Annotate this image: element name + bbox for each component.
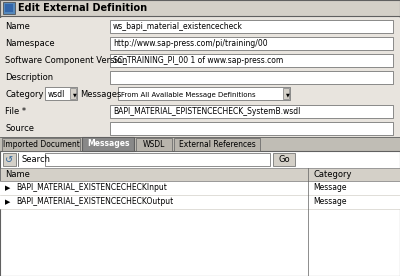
Text: Messages: Messages [87, 139, 129, 148]
Bar [0, 103, 400, 120]
Text: Software Component Version: Software Component Version [5, 56, 127, 65]
Text: ↺: ↺ [6, 155, 14, 164]
Bar [0, 52, 400, 69]
Bar [0, 0, 400, 16]
Text: BAPI_MATERIAL_EPISTENCECHECK_SystemB.wsdl: BAPI_MATERIAL_EPISTENCECHECK_SystemB.wsd… [113, 107, 300, 116]
Text: SC_TRAINING_PI_00 1 of www.sap-press.com: SC_TRAINING_PI_00 1 of www.sap-press.com [113, 56, 283, 65]
Bar [0, 35, 400, 52]
Bar [45, 87, 77, 100]
Bar [273, 153, 295, 166]
Text: ▼: ▼ [73, 92, 77, 97]
Text: From All Available Message Definitions: From All Available Message Definitions [121, 92, 256, 97]
Bar [0, 168, 400, 181]
Bar [45, 153, 270, 166]
Bar [110, 105, 393, 118]
Bar [174, 138, 260, 151]
Text: wsdl: wsdl [48, 90, 65, 99]
Bar [110, 122, 393, 135]
Bar [118, 87, 290, 100]
Bar [70, 88, 76, 99]
Text: Description: Description [5, 73, 53, 82]
Text: http://www.sap-press.com/pi/training/00: http://www.sap-press.com/pi/training/00 [113, 39, 268, 48]
Bar [0, 151, 400, 276]
Text: BAPI_MATERIAL_EXISTENCECHECKInput: BAPI_MATERIAL_EXISTENCECHECKInput [16, 184, 167, 192]
Bar [0, 69, 400, 86]
Bar [0, 120, 400, 137]
Text: Message: Message [313, 184, 346, 192]
Text: File *: File * [5, 107, 26, 116]
Text: Category: Category [5, 90, 44, 99]
Text: Message: Message [313, 198, 346, 206]
Bar [2, 138, 80, 151]
Text: Source: Source [5, 124, 34, 133]
Text: BAPI_MATERIAL_EXISTENCECHECKOutput: BAPI_MATERIAL_EXISTENCECHECKOutput [16, 198, 173, 206]
Bar [0, 137, 400, 152]
Bar [82, 137, 134, 151]
Text: Name: Name [5, 170, 30, 179]
Text: WSDL: WSDL [143, 140, 165, 149]
Bar [110, 37, 393, 50]
Bar [3, 153, 16, 166]
Text: Edit External Definition: Edit External Definition [18, 3, 147, 13]
Text: Category: Category [313, 170, 352, 179]
Text: Search: Search [21, 155, 50, 164]
Bar [0, 181, 400, 195]
Bar [110, 20, 393, 33]
Text: ▼: ▼ [286, 92, 290, 97]
Bar [110, 71, 393, 84]
Bar [136, 138, 172, 151]
Bar [0, 84, 400, 103]
Bar [110, 54, 393, 67]
Bar [5, 4, 13, 12]
Bar [3, 2, 15, 14]
Bar [283, 88, 289, 99]
Text: External References: External References [179, 140, 255, 149]
Text: Messages: Messages [80, 90, 121, 99]
Text: ▶: ▶ [5, 185, 10, 191]
Text: Go: Go [278, 155, 290, 164]
Bar [0, 18, 400, 35]
Bar [0, 195, 400, 209]
Text: Imported Document: Imported Document [2, 140, 80, 149]
Text: ws_bapi_material_existencecheck: ws_bapi_material_existencecheck [113, 22, 243, 31]
Text: Name: Name [5, 22, 30, 31]
Text: Namespace: Namespace [5, 39, 55, 48]
Text: ▶: ▶ [5, 199, 10, 205]
